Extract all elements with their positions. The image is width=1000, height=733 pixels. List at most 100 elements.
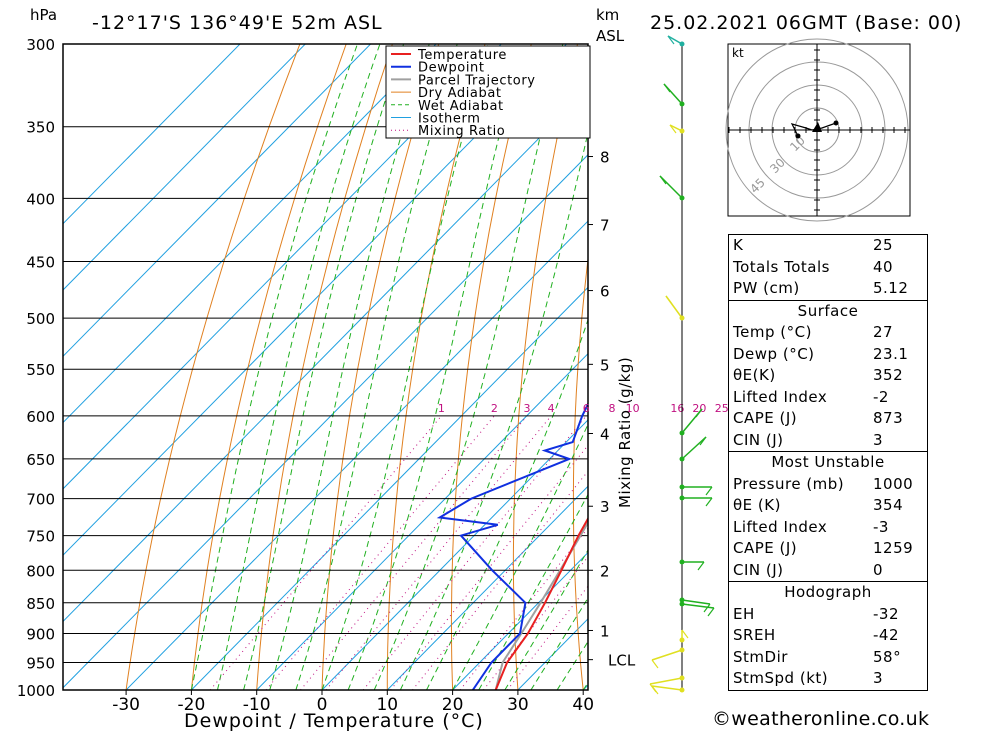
pressure-tick-label: 650: [26, 451, 55, 469]
wind-level-dot: [679, 495, 685, 501]
height-km-label: 7: [600, 217, 610, 235]
wind-level-dot: [679, 430, 685, 436]
index-row: Totals Totals 40: [733, 257, 894, 276]
wind-barb-feather: [651, 659, 659, 669]
wind-barb: [651, 685, 683, 691]
hodograph-unit: kt: [732, 46, 744, 60]
hodograph-row: EH -32: [733, 604, 899, 623]
mixing-ratio-label: 8: [609, 402, 616, 415]
mixing-ratio-label: 25: [715, 402, 729, 415]
legend-label: Mixing Ratio: [418, 124, 505, 139]
index-row: K 25: [733, 236, 894, 254]
wind-level-dot: [679, 101, 685, 107]
temperature-tick-label: 30: [507, 695, 529, 715]
dry-adiabat-line: [190, 44, 347, 690]
hodograph-point: [833, 120, 839, 126]
wind-level-dot: [679, 315, 685, 321]
height-km-label: 2: [600, 562, 610, 580]
asl-label: ASL: [596, 27, 625, 45]
wind-barb: [659, 175, 683, 199]
dry-adiabat-line: [994, 0, 1000, 716]
wind-barb-feather: [695, 408, 703, 418]
mixing-ratio-label: 2: [491, 402, 498, 415]
wind-barb-feather: [705, 486, 713, 496]
most-unstable-row: Pressure (mb) 1000: [733, 474, 914, 493]
wet-adiabat-line: [373, 44, 564, 690]
wet-adiabat-line: [426, 318, 588, 690]
pressure-tick-label: 750: [26, 528, 55, 546]
height-km-label: 6: [600, 283, 610, 301]
hodograph-trace: [790, 122, 837, 137]
wind-barb: [667, 35, 683, 45]
hpa-label: hPa: [30, 6, 57, 24]
x-axis-title: Dewpoint / Temperature (°C): [184, 710, 484, 732]
location-title: -12°17'S 136°49'E 52m ASL: [92, 12, 383, 34]
storm-motion-marker: [812, 122, 822, 132]
wet-adiabat-line: [530, 597, 588, 690]
height-km-label: LCL: [608, 652, 636, 670]
temperature-line: [494, 516, 588, 690]
wind-barb: [681, 603, 715, 609]
wind-barb: [649, 677, 683, 685]
temperature-tick-label: 10: [376, 695, 398, 715]
wind-level-dot: [679, 456, 685, 462]
mixing-ratio-label: 1: [438, 402, 445, 415]
mixing-ratio-label: 6: [583, 402, 590, 415]
wet-adiabat-line: [504, 549, 588, 690]
temperature-tick-label: -20: [178, 695, 206, 715]
dry-adiabat-line: [946, 0, 1000, 716]
wind-barb-feather: [659, 175, 667, 185]
pressure-tick-label: 550: [26, 361, 55, 379]
mixing-ratio-line: [506, 585, 588, 690]
isotherm-line: [63, 44, 307, 291]
wind-level-dot: [679, 601, 685, 607]
wind-barb-feather: [703, 603, 711, 613]
wind-level-dot: [679, 195, 685, 201]
pressure-tick-label: 900: [26, 625, 55, 643]
index-row: PW (cm) 5.12: [733, 279, 909, 297]
wet-adiabat-line: [399, 130, 588, 690]
mixing-ratio-axis-title: Mixing Ratio (g/kg): [616, 357, 634, 508]
pressure-tick-label: 600: [26, 408, 55, 426]
dry-adiabat-line: [125, 44, 301, 690]
wind-barb: [651, 649, 683, 661]
temperature-tick-label: 20: [442, 695, 464, 715]
surface-row: Lifted Index -2: [733, 387, 889, 406]
temperature-tick-label: -10: [243, 695, 271, 715]
height-km-label: 1: [600, 622, 610, 640]
credit-text: ©weatheronline.co.uk: [712, 708, 930, 730]
surface-row: Temp (°C) 27: [733, 323, 894, 341]
legend-label: Parcel Trajectory: [418, 73, 536, 88]
wind-barb-feather: [669, 124, 677, 134]
surface-row: Dewp (°C) 23.1: [733, 344, 909, 363]
wind-barb-feather: [665, 295, 673, 305]
surface-row: CIN (J) 3: [733, 430, 884, 449]
mixing-ratio-label: 10: [626, 402, 640, 415]
wind-barb-feather: [681, 629, 689, 639]
legend-label: Isotherm: [418, 112, 480, 127]
wind-barb-feather: [651, 685, 659, 695]
wind-level-dot: [679, 647, 685, 653]
isotherm-line: [321, 419, 588, 690]
wet-adiabat-line: [321, 44, 489, 690]
temperature-tick-label: 40: [572, 695, 594, 715]
wind-barb-feather: [697, 561, 705, 571]
hodograph-row: StmDir 58°: [733, 647, 902, 666]
wind-level-dot: [679, 675, 685, 681]
profile-lines: [436, 401, 588, 690]
height-km-label: 5: [600, 356, 610, 374]
isotherm-line: [63, 44, 241, 225]
mixing-ratio-label: 20: [692, 402, 706, 415]
wind-level-dot: [679, 559, 685, 565]
hodograph-row: StmSpd (kt) 3: [733, 669, 884, 687]
temperature-tick-label: 0: [317, 695, 328, 715]
pressure-tick-label: 850: [26, 595, 55, 613]
wind-level-dot: [679, 484, 685, 490]
pressure-tick-label: 400: [26, 190, 55, 208]
parcel-trajectory-line: [494, 520, 588, 690]
surface-header: Surface: [729, 299, 927, 323]
wind-barb: [681, 436, 707, 460]
wet-adiabat-line: [347, 44, 524, 690]
